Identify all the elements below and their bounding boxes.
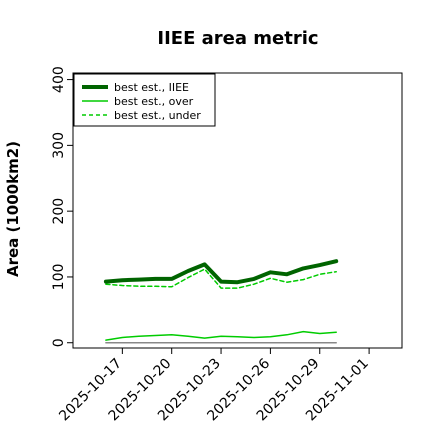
y-axis: 0 100 200 300 400 bbox=[51, 66, 73, 347]
y-tick-label: 0 bbox=[51, 338, 67, 347]
series-line-0 bbox=[103, 259, 339, 285]
legend-label-under: best est., under bbox=[114, 109, 201, 122]
y-axis-label: Area (1000km2) bbox=[4, 141, 22, 277]
y-tick-label: 100 bbox=[51, 264, 67, 291]
legend-label-over: best est., over bbox=[114, 95, 194, 108]
x-axis: 2025-10-172025-10-202025-10-232025-10-26… bbox=[56, 348, 372, 424]
chart-title: IIEE area metric bbox=[157, 28, 318, 49]
series-line-1 bbox=[105, 330, 337, 341]
legend: best est., IIEE best est., over best est… bbox=[73, 73, 216, 127]
series-layer bbox=[103, 259, 339, 344]
series-line-2 bbox=[105, 268, 337, 289]
legend-box bbox=[73, 73, 216, 127]
y-tick-label: 200 bbox=[51, 198, 67, 225]
legend-label-iiee: best est., IIEE bbox=[114, 81, 189, 94]
plot-area bbox=[72, 72, 403, 349]
y-tick-label: 400 bbox=[51, 66, 67, 93]
y-tick-label: 300 bbox=[51, 132, 67, 159]
